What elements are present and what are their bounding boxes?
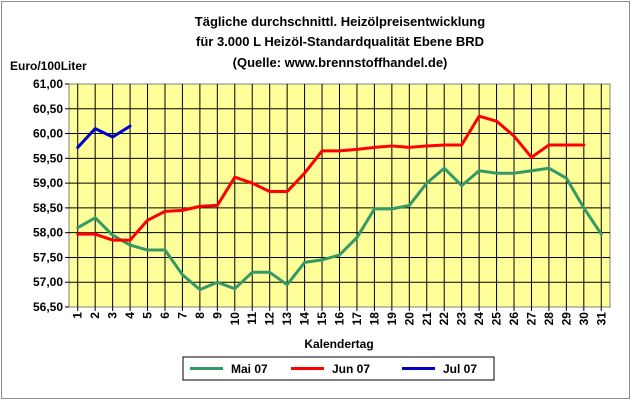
y-tick-label: 60,00 bbox=[33, 127, 63, 141]
y-tick-label: 59,50 bbox=[33, 151, 63, 165]
x-tick-label: 18 bbox=[367, 312, 381, 326]
y-tick-label: 58,00 bbox=[33, 226, 63, 240]
x-tick-label: 25 bbox=[490, 312, 504, 326]
x-tick-label: 2 bbox=[88, 312, 102, 319]
x-tick-label: 3 bbox=[106, 312, 120, 319]
x-tick-label: 27 bbox=[524, 312, 538, 326]
x-tick-label: 23 bbox=[455, 312, 469, 326]
y-tick-label: 57,50 bbox=[33, 250, 63, 264]
y-tick-label: 59,00 bbox=[33, 176, 63, 190]
x-tick-label: 21 bbox=[420, 312, 434, 326]
x-tick-label: 19 bbox=[385, 312, 399, 326]
y-tick-label: 57,00 bbox=[33, 275, 63, 289]
x-tick-label: 24 bbox=[472, 312, 486, 326]
y-tick-labels: 56,50 57,00 57,50 58,00 58,50 59,00 59,50 60,00… bbox=[33, 77, 63, 314]
x-tick-label: 10 bbox=[228, 312, 242, 326]
x-tick-label: 16 bbox=[333, 312, 347, 326]
series-line-2 bbox=[76, 124, 132, 149]
x-tick-label: 12 bbox=[263, 312, 277, 326]
x-tick-label: 30 bbox=[577, 312, 591, 326]
x-tick-label: 26 bbox=[507, 312, 521, 326]
x-tick-label: 17 bbox=[350, 312, 364, 326]
legend-label-2: Jul 07 bbox=[443, 362, 477, 376]
legend-items: Mai 07 Jun 07 Jul 07 bbox=[190, 362, 477, 376]
y-tick-label: 61,00 bbox=[33, 77, 63, 91]
x-tick-label: 22 bbox=[437, 312, 451, 326]
chart-title-line-1: Tägliche durchschnittl. Heizölpreisentwi… bbox=[195, 14, 485, 29]
series-line-1 bbox=[76, 114, 586, 242]
x-tick-label: 11 bbox=[245, 312, 259, 325]
legend bbox=[182, 356, 495, 381]
x-tick-label: 15 bbox=[315, 312, 329, 326]
x-tick-label: 31 bbox=[594, 312, 608, 326]
y-tick-label: 60,50 bbox=[33, 102, 63, 116]
x-tick-label: 4 bbox=[123, 312, 137, 319]
x-tick-label: 5 bbox=[141, 312, 155, 319]
y-tick-label: 56,50 bbox=[33, 300, 63, 314]
chart-title-line-3: (Quelle: www.brennstoffhandel.de) bbox=[233, 55, 448, 70]
x-tick-label: 8 bbox=[193, 312, 207, 319]
x-tick-label: 7 bbox=[175, 312, 189, 319]
vertical-gridlines bbox=[77, 84, 602, 311]
x-tick-labels: 1 2 3 4 5 6 7 8 9 10 11 12 13 14 15 16 17 18 19 20 21 22 23 24 2… bbox=[71, 312, 609, 326]
x-tick-label: 20 bbox=[402, 312, 416, 326]
x-tick-label: 6 bbox=[158, 312, 172, 319]
y-tick-label: 58,50 bbox=[33, 201, 63, 215]
y-axis-label: Euro/100Liter bbox=[10, 59, 87, 73]
legend-label-1: Jun 07 bbox=[332, 362, 370, 376]
series-line-0 bbox=[76, 166, 603, 292]
x-tick-label: 1 bbox=[71, 312, 85, 319]
legend-label-0: Mai 07 bbox=[231, 362, 268, 376]
x-tick-label: 9 bbox=[210, 312, 224, 319]
chart-title-line-2: für 3.000 L Heizöl-Standardqualität Eben… bbox=[196, 34, 484, 49]
series-lines bbox=[76, 114, 603, 292]
x-tick-label: 29 bbox=[559, 312, 573, 326]
x-tick-label: 28 bbox=[542, 312, 556, 326]
x-tick-label: 14 bbox=[298, 312, 312, 326]
x-tick-label: 13 bbox=[280, 312, 294, 326]
x-axis-label: Kalendertag bbox=[304, 337, 373, 351]
